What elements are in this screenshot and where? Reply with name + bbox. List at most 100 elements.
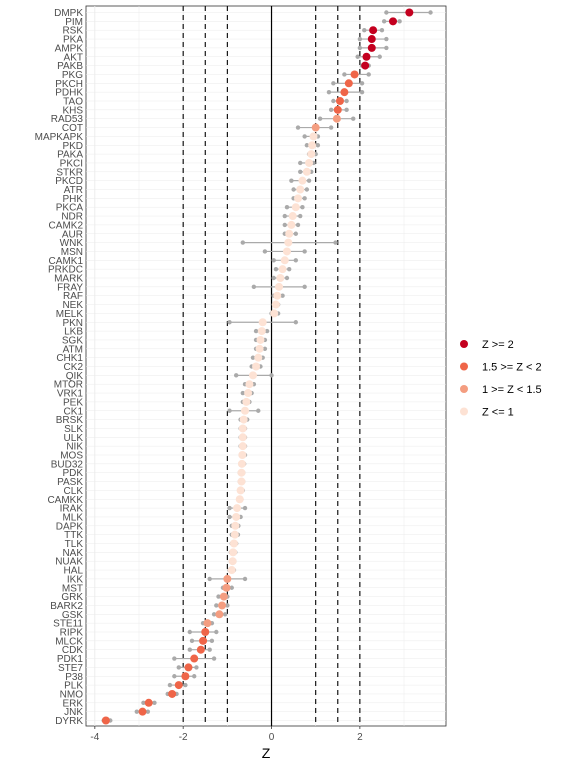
error-bar-high-end [256,408,261,413]
y-tick-label: PHK [62,194,83,205]
error-bar-low-end [317,116,323,121]
error-bar-high-end [333,240,338,245]
error-bar-low-end [331,98,336,104]
y-tick-label: BARK2 [50,601,83,612]
y-tick-label: NEK [62,300,83,311]
error-bar-high-end [302,196,307,201]
data-point [248,371,257,380]
error-bar-low-end [233,373,239,378]
data-point [362,52,371,61]
error-bar-low-end [207,576,212,582]
data-point [101,716,110,725]
y-tick-label: RAD53 [51,114,84,125]
error-bar-high-end [145,709,151,714]
error-bar-low-end [187,629,193,635]
y-tick-label: STKR [56,167,83,178]
error-bar-high-end [366,72,371,77]
error-bar-high-end [295,222,301,228]
y-tick-label: GSK [62,610,83,621]
data-point [332,114,341,123]
y-tick-label: DMPK [54,8,83,19]
y-tick-label: NMO [60,689,84,700]
error-bar-low-end [282,213,287,219]
data-point [238,451,247,459]
data-point [388,17,397,26]
error-bar-high-end [225,603,230,608]
data-point [309,132,318,141]
error-bar-low-end [284,205,290,210]
error-bar-low-end [216,594,221,599]
y-tick-label: RSK [62,26,83,37]
error-bar-low-end [355,54,360,59]
error-bar-high-end [269,373,274,378]
error-bar-low-end [227,505,232,511]
y-tick-label: PKN [62,318,83,329]
y-tick-label: BUD32 [51,459,84,470]
data-point [405,8,414,17]
error-bar-low-end [381,19,387,24]
data-point [333,105,342,114]
data-point [308,141,317,150]
data-point [280,256,289,265]
data-point [196,645,205,654]
data-point [238,442,247,451]
error-bar-high-end [304,187,310,192]
y-tick-label: MSN [61,247,83,258]
error-bar-low-end [298,169,303,174]
error-bar-high-end [242,576,248,582]
y-tick-label: ATM [63,344,83,355]
y-tick-label: PKCH [55,79,83,90]
error-bar-high-end [344,107,349,113]
y-tick-label: NUAK [55,557,83,568]
data-point [257,327,266,336]
error-bar-low-end [253,328,259,334]
data-point [344,79,353,88]
error-bar-high-end [359,81,365,86]
data-point [335,97,344,105]
data-point [229,539,238,548]
error-bar-low-end [304,143,310,148]
data-point [233,504,242,513]
error-bar-low-end [328,107,334,113]
data-point [237,459,246,468]
error-bar-low-end [172,656,177,661]
x-tick-label: 0 [269,732,275,743]
x-tick-label: -4 [90,732,99,743]
data-points [101,8,414,725]
y-tick-label: TLK [65,539,84,550]
y-tick-label: PRKDC [48,265,83,276]
error-bar-high-end [293,258,299,263]
data-point [229,548,238,557]
error-bar-low-end [172,674,177,679]
data-point [241,406,250,415]
data-point [291,203,300,212]
data-point [242,397,251,406]
data-point [201,628,210,636]
legend-label: Z <= 1 [482,407,514,419]
error-bar-low-end [357,45,363,51]
error-bar-low-end [302,134,307,139]
error-bar-high-end [379,28,385,33]
error-bar-low-end [295,125,301,130]
y-tick-label: PAKB [57,61,83,72]
y-tick-label: ERK [62,698,83,709]
y-tick-label: IRAK [60,504,84,515]
error-bar-high-end [377,54,382,59]
error-bar-high-end [384,36,389,42]
y-tick-label: PAKA [57,150,83,161]
data-point [369,26,378,35]
error-bar-high-end [229,585,234,590]
y-tick-label: CAMK2 [49,220,84,231]
data-point [288,212,297,221]
y-tick-label: CK2 [64,362,84,373]
error-bar-high-end [302,249,307,254]
data-point [235,495,244,504]
error-bar-high-end [328,125,334,130]
y-tick-label: NIK [66,442,83,453]
data-point [168,689,177,698]
y-tick-label: MLCK [55,636,83,647]
error-bar-low-end [384,10,389,15]
error-bar-high-end [192,674,197,679]
error-bar-high-end [207,647,212,652]
